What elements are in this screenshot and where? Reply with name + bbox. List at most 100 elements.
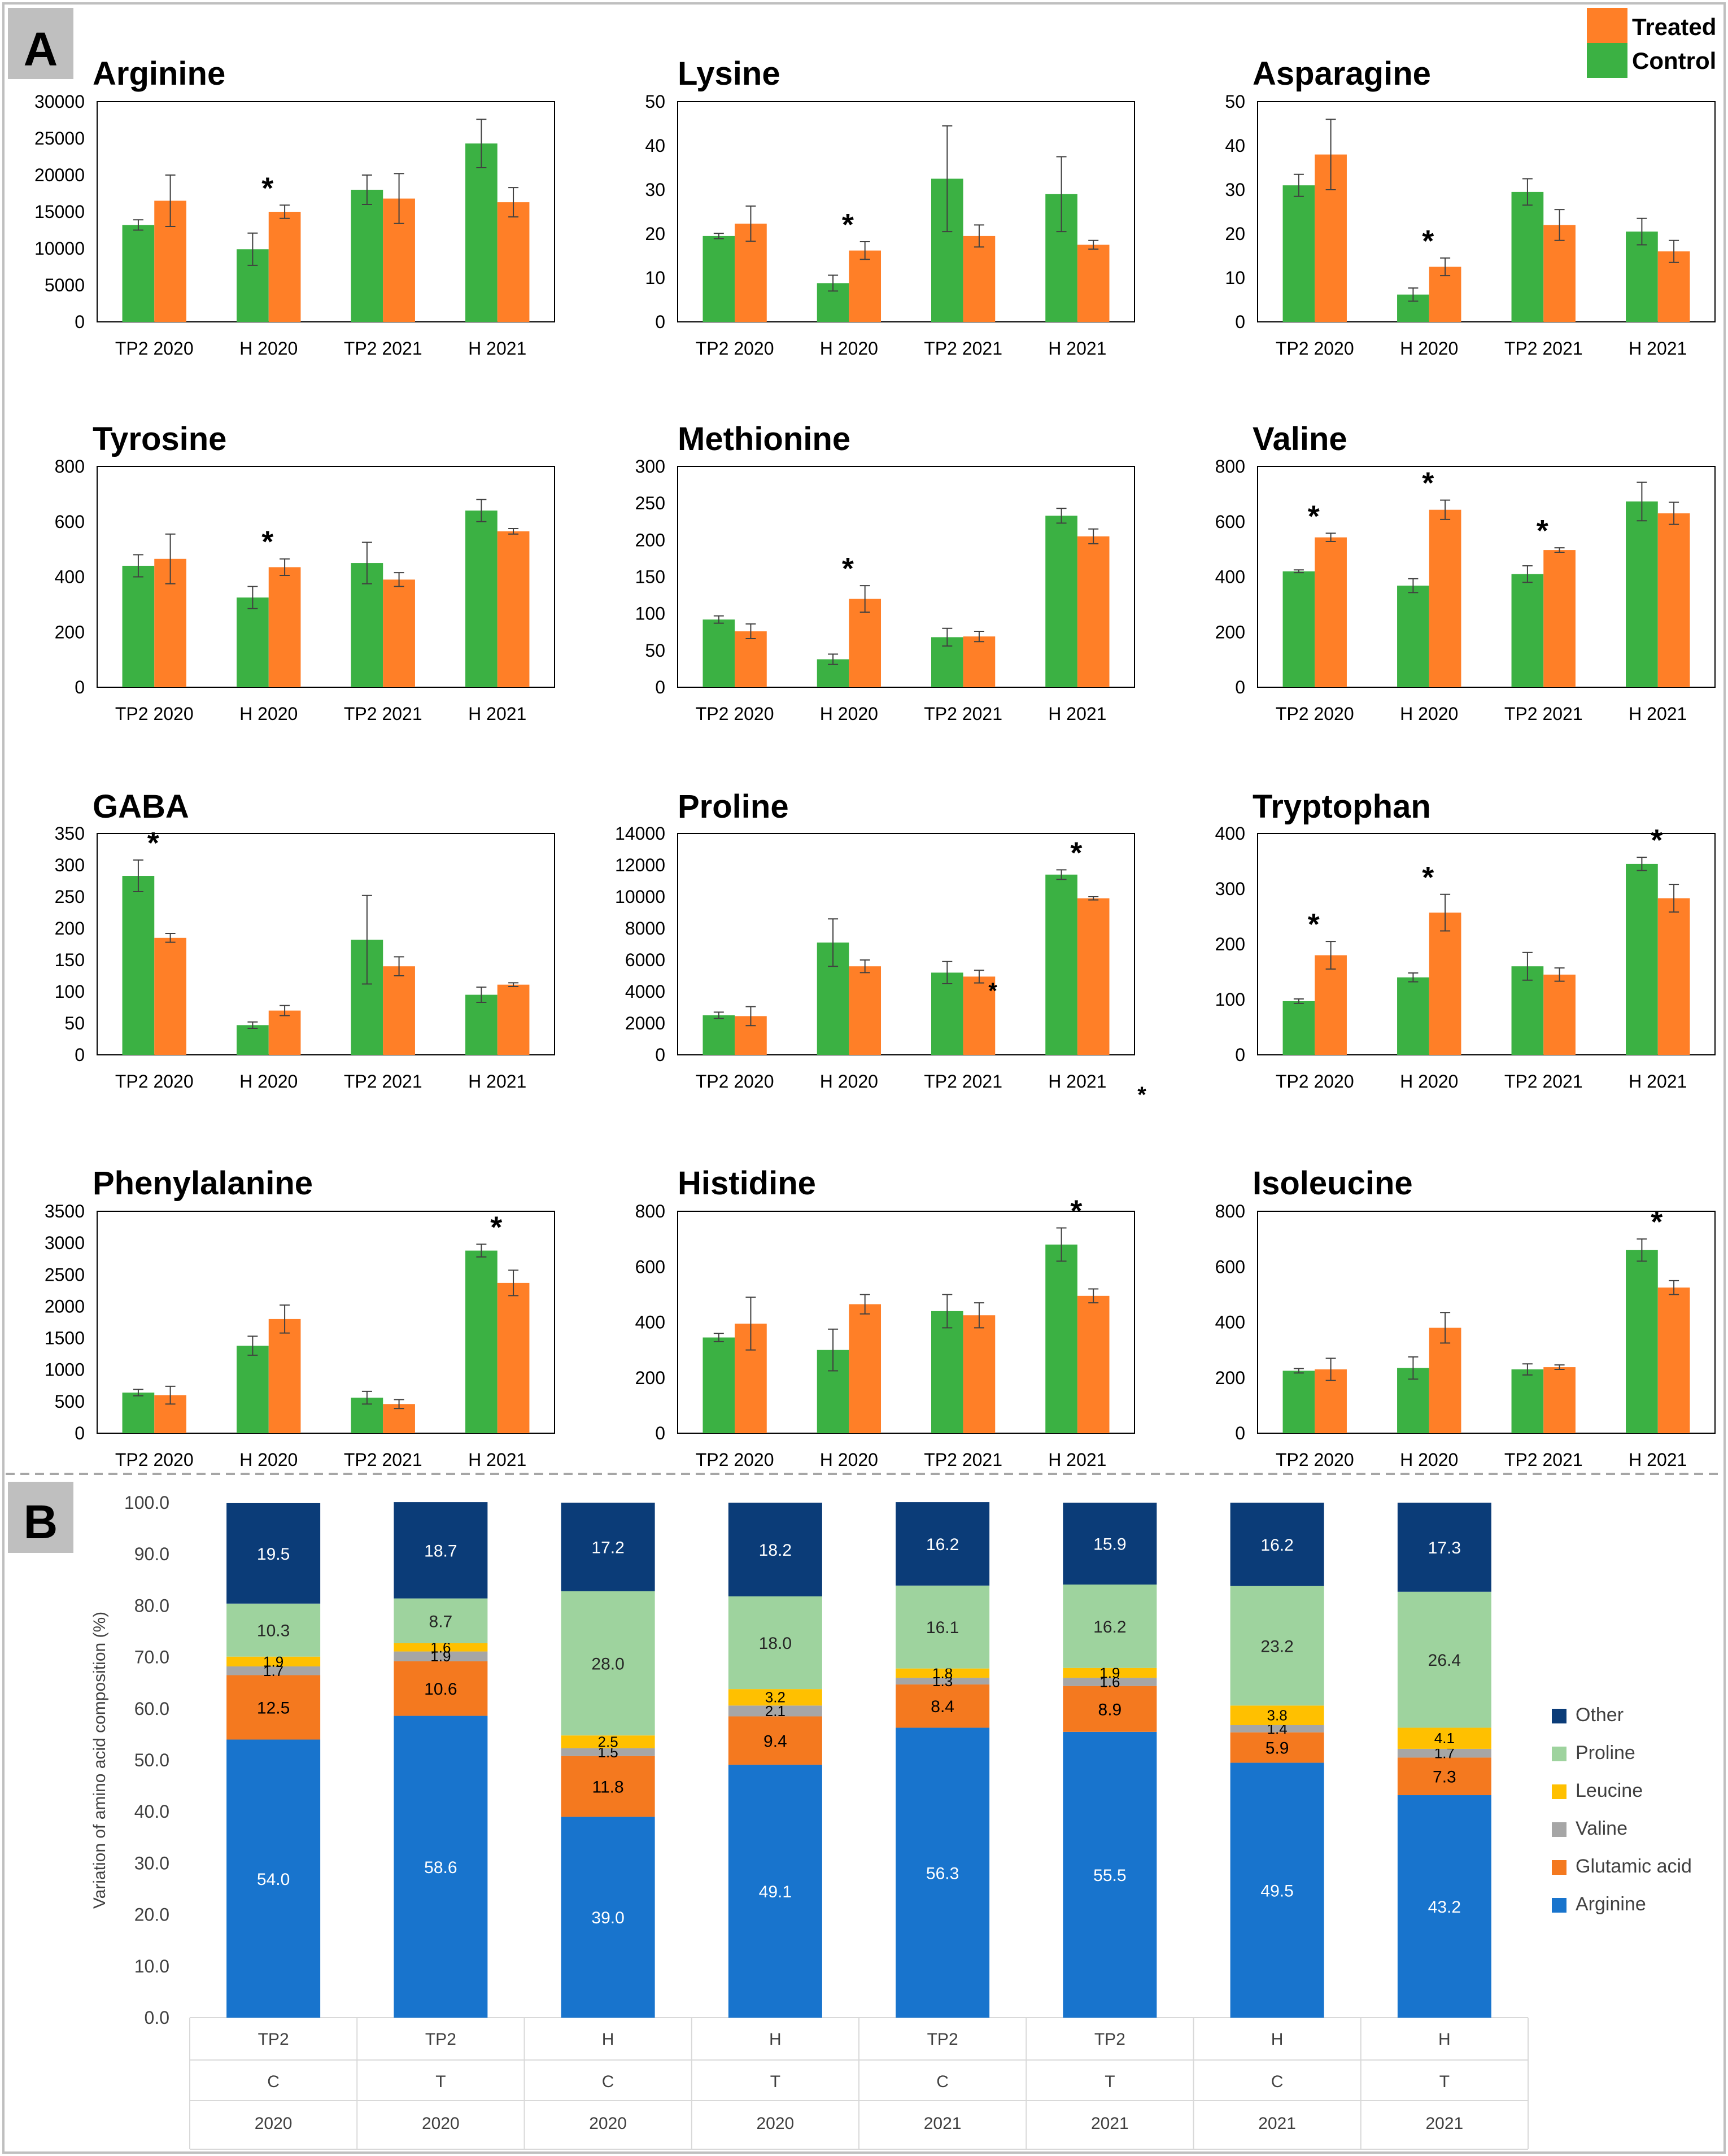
data-label: 28.0 [591, 1655, 624, 1674]
data-label: 49.5 [1260, 1882, 1293, 1900]
x-tick-label: H 2020 [1400, 338, 1458, 359]
treated-bar [1543, 1367, 1576, 1433]
glutamic-acid-segment [561, 1756, 655, 1817]
x-category-label: 2020 [757, 2114, 795, 2133]
plot-frame [677, 466, 1135, 688]
x-tick-label: H 2020 [820, 1450, 878, 1470]
other-segment [1063, 1503, 1157, 1585]
y-tick-label: 350 [55, 823, 85, 844]
y-tick-label: 300 [1215, 879, 1245, 899]
y-tick-label: 40 [1225, 136, 1245, 156]
data-label: 39.0 [591, 1909, 624, 1927]
glutamic-acid-segment [1397, 1757, 1491, 1796]
legend-swatch-other [1552, 1709, 1566, 1723]
chart-gaba: GABA 0 50 100 150 200 250 300 350 TP2 2020 * H 2020… [55, 788, 555, 1092]
data-label: 18.2 [759, 1541, 792, 1560]
significance-marker: * [261, 525, 273, 559]
other-segment [226, 1503, 321, 1604]
stacked-bar-7: 49.55.91.43.823.216.2 [1230, 1503, 1324, 2018]
x-tick-label: TP2 2021 [1504, 1071, 1583, 1092]
y-tick-label: 5000 [45, 275, 85, 295]
other-segment [394, 1502, 488, 1599]
y-tick-label: 1000 [45, 1360, 85, 1380]
x-category-label: 2021 [1426, 2114, 1464, 2133]
y-tick-label: 500 [55, 1391, 85, 1412]
plot-frame [97, 466, 555, 688]
y-tick-label: 20 [645, 224, 665, 244]
treated-bar [1429, 1328, 1461, 1433]
significance-marker: * [1422, 224, 1434, 258]
y-tick-label: 50 [645, 640, 665, 661]
proline-segment [1063, 1585, 1157, 1668]
x-tick-label: TP2 2021 [344, 704, 422, 724]
valine-segment [728, 1705, 822, 1717]
control-bar [931, 972, 963, 1055]
y-tick-label: 10000 [34, 238, 85, 259]
valine-segment [394, 1651, 488, 1661]
legend-swatch-valine [1552, 1822, 1566, 1837]
data-label: 49.1 [759, 1883, 792, 1901]
stacked-bar-4: 49.19.42.13.218.018.2 [728, 1503, 822, 2018]
control-bar [1045, 516, 1077, 687]
x-tick-label: H 2021 [1048, 338, 1106, 359]
y-tick-label: 400 [55, 567, 85, 587]
arginine-segment [1230, 1762, 1324, 2018]
y-tick-label: 30 [1225, 180, 1245, 200]
treated-bar [849, 599, 882, 687]
plot-frame [677, 833, 1135, 1055]
x-tick-label: TP2 2021 [344, 338, 422, 359]
panel-b-chart: 0.0 10.0 20.0 30.0 40.0 50.0 60.0 70.0 80.0 90.0 1… [90, 1492, 1692, 2150]
x-tick-label: TP2 2020 [1276, 1071, 1354, 1092]
y-tick-label: 14000 [615, 823, 665, 844]
chart-tryptophan: Tryptophan 0 100 200 300 400 TP2 2020 * H 2020 * T… [1215, 788, 1716, 1092]
control-bar [1626, 863, 1658, 1055]
x-tick-label: H 2020 [820, 1071, 878, 1092]
x-tick-label: H 2021 [468, 338, 526, 359]
panel-a-charts: Arginine050001000015000200002500030000TP… [34, 55, 1716, 1470]
stacked-bar-6: 55.58.91.61.916.215.9 [1063, 1503, 1157, 2018]
proline-segment [226, 1603, 321, 1657]
y-tick-label: 0 [1235, 1045, 1245, 1065]
x-category-label: C [602, 2072, 614, 2091]
y-tick-label: 400 [1215, 1312, 1245, 1333]
x-category-label: TP2 [258, 2030, 289, 2049]
y-tick-label: 200 [1215, 622, 1245, 642]
treated-bar [154, 937, 186, 1055]
x-category-label: T [1105, 2072, 1115, 2091]
treated-bar [1657, 513, 1690, 687]
y-tick-label: 50 [645, 91, 665, 112]
significance-marker: * [1651, 1205, 1662, 1239]
legend-label-leucine: Leucine [1576, 1780, 1643, 1801]
x-tick-label: TP2 2020 [115, 1450, 194, 1470]
x-tick-label: H 2021 [468, 1450, 526, 1470]
x-tick-label: H 2020 [1400, 704, 1458, 724]
y-tick-label: 40 [645, 136, 665, 156]
x-tick-label: TP2 2021 [1504, 704, 1583, 724]
y-tick-label: 400 [1215, 567, 1245, 587]
chart-title: Phenylalanine [93, 1165, 313, 1202]
y-tick-label: 0 [1235, 677, 1245, 697]
x-tick-label: H 2021 [1629, 1071, 1687, 1092]
arginine-segment [728, 1765, 822, 2018]
significance-marker: * [842, 552, 854, 586]
x-tick-label: TP2 2020 [696, 1071, 774, 1092]
x-tick-label: H 2020 [239, 338, 298, 359]
treated-bar [1657, 898, 1690, 1055]
data-label: 15.9 [1093, 1535, 1126, 1554]
data-label: 17.3 [1428, 1539, 1461, 1557]
valine-segment [226, 1666, 321, 1675]
control-bar [465, 510, 498, 687]
control-bar [237, 1346, 269, 1433]
data-label: 18.7 [424, 1542, 457, 1560]
treated-bar [849, 250, 882, 322]
x-tick-label: TP2 2020 [115, 704, 194, 724]
control-bar [122, 225, 155, 322]
proline-segment [1230, 1586, 1324, 1706]
data-label: 55.5 [1093, 1866, 1126, 1885]
legend-swatch-arginine [1552, 1898, 1566, 1913]
data-label: 17.2 [591, 1538, 624, 1557]
y-tick-label: 0 [655, 677, 665, 697]
x-category-label: TP2 [425, 2030, 456, 2049]
x-tick-label: TP2 2021 [924, 704, 1002, 724]
